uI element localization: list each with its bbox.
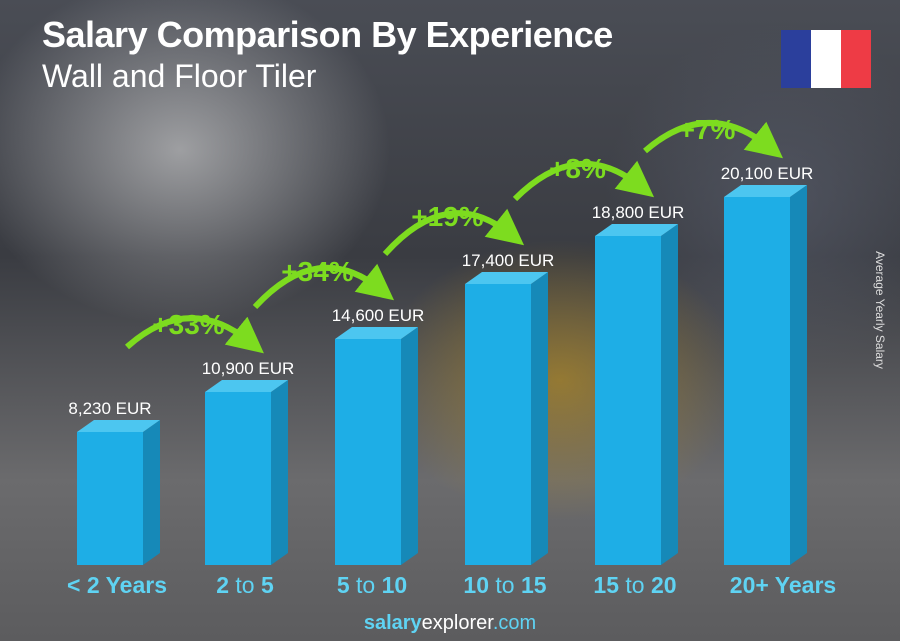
x-tick-label: 5 to 10 [337, 572, 407, 599]
change-arrow [382, 208, 525, 256]
change-label: +7% [679, 114, 736, 145]
x-tick-part: 5 [260, 572, 274, 598]
bar-top [335, 327, 418, 339]
x-tick-part: 10 [381, 572, 408, 598]
bar-side [531, 272, 548, 565]
france-flag-icon [781, 30, 871, 88]
x-tick-part: to [349, 572, 382, 598]
x-tick-part: 2 [216, 572, 230, 598]
footer-brand[interactable]: salaryexplorer.com [364, 612, 536, 635]
brand-com: .com [492, 612, 537, 634]
bar-top [77, 420, 160, 432]
x-tick-part: 5 [336, 572, 350, 598]
bar [465, 284, 531, 565]
x-tick-label: 2 to 5 [216, 572, 274, 599]
value-label: 10,900 EUR [202, 359, 295, 378]
bar-side [790, 185, 807, 565]
x-tick-part: to [489, 572, 521, 598]
change-label: +8% [549, 153, 606, 184]
change-arrow [643, 120, 784, 159]
value-label: 14,600 EUR [332, 306, 425, 325]
bar [595, 236, 661, 565]
value-label: 8,230 EUR [68, 399, 151, 418]
bar [335, 339, 401, 565]
value-label: 18,800 EUR [592, 203, 685, 222]
bar-side [271, 380, 288, 565]
change-arrow [512, 160, 655, 202]
bar-top [595, 224, 678, 236]
chart-subtitle: Wall and Floor Tiler [42, 58, 317, 94]
change-label: +33% [152, 309, 224, 340]
brand-salary: salary [363, 612, 422, 634]
bar-top [465, 272, 548, 284]
x-tick-part: to [229, 572, 261, 598]
value-label: 17,400 EUR [462, 251, 555, 270]
bar-side [143, 420, 160, 565]
x-tick-part: 15 [520, 572, 547, 598]
bar-side [401, 327, 418, 565]
x-tick-part: 15 [593, 572, 620, 598]
x-tick-part: 10 [463, 572, 490, 598]
x-tick-part: 20 [650, 572, 677, 598]
x-tick-part: < 2 Years [67, 572, 167, 598]
x-tick-label: 15 to 20 [593, 572, 676, 599]
change-arrow [125, 315, 264, 354]
bar-side [661, 224, 678, 565]
bar-top [205, 380, 288, 392]
bar [724, 197, 790, 565]
x-tick-part: to [619, 572, 651, 598]
bar-top [724, 185, 807, 197]
value-label: 20,100 EUR [721, 164, 814, 183]
x-tick-label: 20+ Years [730, 572, 836, 599]
chart-title: Salary Comparison By Experience [42, 14, 613, 55]
bar [77, 432, 143, 565]
bar [205, 392, 271, 565]
change-arrow [252, 263, 395, 310]
x-tick-part: 20+ Years [729, 572, 837, 598]
change-label: +34% [281, 256, 353, 287]
x-tick-label: < 2 Years [67, 572, 167, 599]
x-tick-label: 10 to 15 [463, 572, 546, 599]
change-label: +19% [411, 201, 483, 232]
brand-explorer: explorer [421, 612, 493, 634]
